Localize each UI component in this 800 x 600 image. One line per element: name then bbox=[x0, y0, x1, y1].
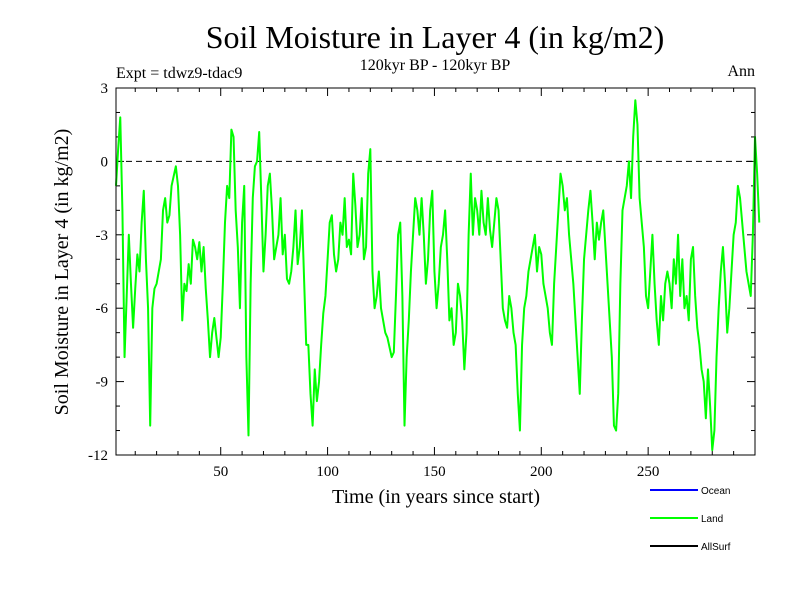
series-line-land bbox=[115, 99, 761, 452]
x-tick-label: 100 bbox=[316, 464, 339, 480]
legend-label-ocean: Ocean bbox=[701, 486, 730, 497]
legend: Ocean Land AllSurf bbox=[650, 486, 731, 553]
experiment-label: Expt = tdwz9-tdac9 bbox=[116, 65, 242, 82]
chart-subtitle: 120kyr BP - 120kyr BP bbox=[360, 57, 511, 74]
legend-label-allsurf: AllSurf bbox=[701, 542, 731, 553]
x-axis-ticks: 50 100 150 200 250 bbox=[134, 88, 735, 480]
series-layer bbox=[115, 99, 761, 452]
x-axis-label: Time (in years since start) bbox=[332, 486, 540, 508]
x-tick-label: 150 bbox=[423, 464, 446, 480]
plot-frame bbox=[115, 87, 756, 456]
y-tick-label: 3 bbox=[101, 81, 109, 97]
y-tick-label: -12 bbox=[88, 448, 108, 464]
y-tick-label: -3 bbox=[96, 228, 109, 244]
y-tick-label: 0 bbox=[101, 154, 109, 170]
season-label: Ann bbox=[727, 63, 755, 80]
y-axis-ticks: 3 0 -3 -6 -9 -12 bbox=[88, 81, 755, 464]
x-tick-label: 250 bbox=[637, 464, 660, 480]
y-tick-label: -6 bbox=[96, 301, 109, 317]
y-tick-label: -9 bbox=[96, 375, 109, 391]
y-axis-label: Soil Moisture in Layer 4 (in kg/m2) bbox=[51, 129, 73, 416]
x-tick-label: 200 bbox=[530, 464, 553, 480]
x-tick-label: 50 bbox=[213, 464, 228, 480]
chart-title: Soil Moisture in Layer 4 (in kg/m2) bbox=[206, 19, 665, 55]
legend-label-land: Land bbox=[701, 514, 723, 525]
